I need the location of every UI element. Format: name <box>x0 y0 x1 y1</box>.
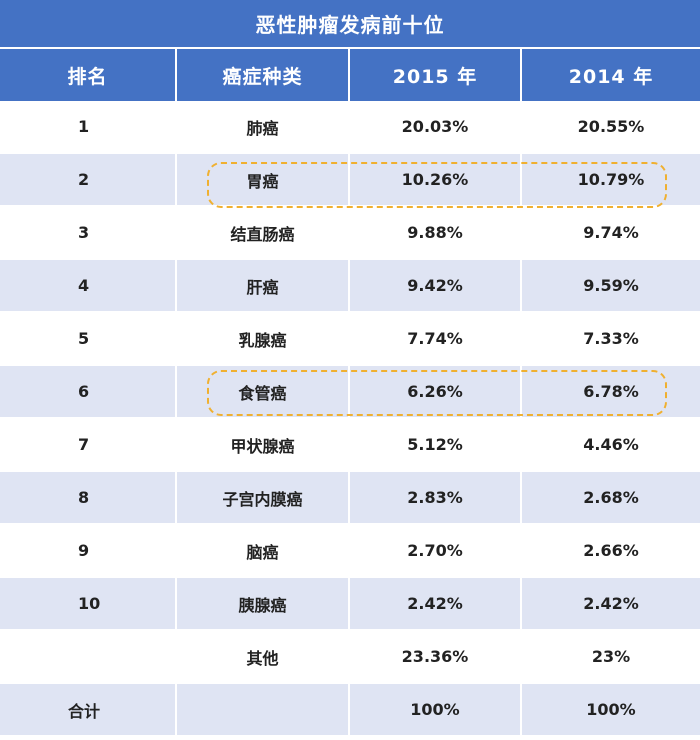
cell-cancer-type: 其他 <box>176 630 350 684</box>
cell-rank: 合计 <box>0 683 177 737</box>
cell-2015: 2.70% <box>349 524 522 578</box>
cell-cancer-type: 结直肠癌 <box>176 206 350 260</box>
cell-2015: 6.26% <box>349 365 522 419</box>
cell-2015: 23.36% <box>349 630 522 684</box>
cell-2014: 100% <box>521 683 700 737</box>
table-row: 6 食管癌 6.26% 6.78% <box>0 365 700 419</box>
cell-2014: 4.46% <box>521 418 700 472</box>
table-row: 3 结直肠癌 9.88% 9.74% <box>0 206 700 260</box>
cell-2015: 2.83% <box>349 471 522 525</box>
cell-cancer-type: 食管癌 <box>176 365 350 419</box>
cell-2014: 2.42% <box>521 577 700 631</box>
cell-cancer-type: 胰腺癌 <box>176 577 350 631</box>
cell-rank: 2 <box>0 153 177 207</box>
table-row: 5 乳腺癌 7.74% 7.33% <box>0 312 700 366</box>
cell-rank: 9 <box>0 524 177 578</box>
cell-2014: 2.66% <box>521 524 700 578</box>
table-row: 其他 23.36% 23% <box>0 630 700 684</box>
cell-rank: 8 <box>0 471 177 525</box>
header-type: 癌症种类 <box>176 49 350 101</box>
table-title: 恶性肿瘤发病前十位 <box>0 0 700 47</box>
cell-cancer-type <box>176 683 350 737</box>
cell-cancer-type: 肺癌 <box>176 101 350 154</box>
cell-rank: 1 <box>0 101 177 154</box>
cell-cancer-type: 肝癌 <box>176 259 350 313</box>
cell-2014: 10.79% <box>521 153 700 207</box>
cell-rank: 4 <box>0 259 177 313</box>
cell-2015: 7.74% <box>349 312 522 366</box>
table-row: 10 胰腺癌 2.42% 2.42% <box>0 577 700 631</box>
cell-2014: 6.78% <box>521 365 700 419</box>
table-row: 7 甲状腺癌 5.12% 4.46% <box>0 418 700 472</box>
table-row: 4 肝癌 9.42% 9.59% <box>0 259 700 313</box>
cell-cancer-type: 胃癌 <box>176 153 350 207</box>
cell-2015: 2.42% <box>349 577 522 631</box>
cell-2015: 9.88% <box>349 206 522 260</box>
header-2014: 2014 年 <box>521 49 700 101</box>
cell-2015: 10.26% <box>349 153 522 207</box>
cell-cancer-type: 甲状腺癌 <box>176 418 350 472</box>
cell-cancer-type: 子宫内膜癌 <box>176 471 350 525</box>
table-row: 合计 100% 100% <box>0 683 700 737</box>
cell-2014: 7.33% <box>521 312 700 366</box>
cell-rank: 5 <box>0 312 177 366</box>
header-row: 排名 癌症种类 2015 年 2014 年 <box>0 49 700 101</box>
cell-2015: 9.42% <box>349 259 522 313</box>
header-2015: 2015 年 <box>349 49 522 101</box>
cell-2015: 20.03% <box>349 101 522 154</box>
cell-rank: 7 <box>0 418 177 472</box>
cell-2014: 20.55% <box>521 101 700 154</box>
cell-rank <box>0 630 177 684</box>
cell-2015: 5.12% <box>349 418 522 472</box>
cell-2014: 2.68% <box>521 471 700 525</box>
cell-rank: 3 <box>0 206 177 260</box>
cell-rank: 10 <box>0 577 177 631</box>
header-rank: 排名 <box>0 49 177 101</box>
cell-rank: 6 <box>0 365 177 419</box>
table-row: 1 肺癌 20.03% 20.55% <box>0 101 700 154</box>
cell-2014: 23% <box>521 630 700 684</box>
cell-2014: 9.59% <box>521 259 700 313</box>
cell-2015: 100% <box>349 683 522 737</box>
table-row: 9 脑癌 2.70% 2.66% <box>0 524 700 578</box>
cell-cancer-type: 乳腺癌 <box>176 312 350 366</box>
cell-2014: 9.74% <box>521 206 700 260</box>
cancer-table: 排名 癌症种类 2015 年 2014 年 1 肺癌 20.03% 20.55% 2 胃癌… <box>0 49 700 737</box>
table-row: 2 胃癌 10.26% 10.79% <box>0 153 700 207</box>
cell-cancer-type: 脑癌 <box>176 524 350 578</box>
table-row: 8 子宫内膜癌 2.83% 2.68% <box>0 471 700 525</box>
